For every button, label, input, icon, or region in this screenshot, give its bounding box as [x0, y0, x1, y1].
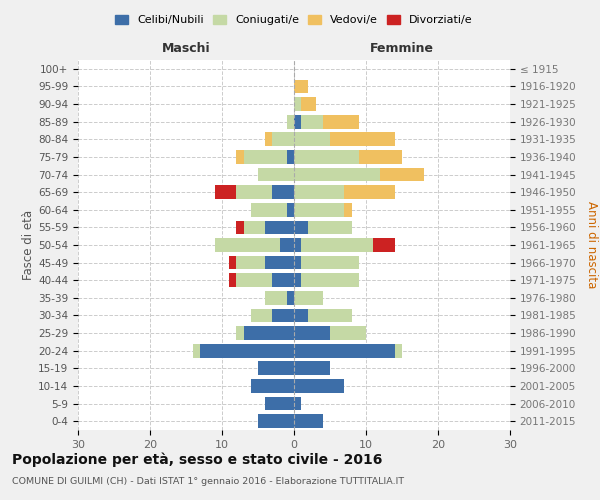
Bar: [294, 326, 330, 340]
Bar: [294, 238, 301, 252]
Bar: [301, 256, 359, 270]
Bar: [294, 150, 359, 164]
Bar: [301, 238, 373, 252]
Bar: [294, 80, 308, 94]
Bar: [244, 326, 294, 340]
Bar: [215, 186, 236, 199]
Bar: [236, 186, 272, 199]
Bar: [193, 344, 200, 358]
Bar: [294, 379, 344, 393]
Bar: [294, 115, 301, 128]
Bar: [265, 132, 272, 146]
Bar: [265, 256, 294, 270]
Bar: [294, 97, 301, 111]
Bar: [287, 150, 294, 164]
Bar: [258, 362, 294, 375]
Bar: [294, 344, 395, 358]
Bar: [294, 396, 301, 410]
Bar: [251, 308, 272, 322]
Bar: [294, 168, 380, 181]
Bar: [301, 274, 359, 287]
Bar: [200, 344, 294, 358]
Bar: [294, 186, 344, 199]
Bar: [265, 291, 287, 304]
Y-axis label: Fasce di età: Fasce di età: [22, 210, 35, 280]
Bar: [373, 238, 395, 252]
Bar: [308, 220, 352, 234]
Text: Popolazione per età, sesso e stato civile - 2016: Popolazione per età, sesso e stato civil…: [12, 452, 382, 467]
Bar: [215, 238, 280, 252]
Bar: [265, 396, 294, 410]
Bar: [280, 238, 294, 252]
Bar: [272, 274, 294, 287]
Bar: [330, 326, 366, 340]
Bar: [272, 186, 294, 199]
Bar: [294, 308, 308, 322]
Bar: [294, 132, 330, 146]
Bar: [244, 150, 287, 164]
Bar: [265, 220, 294, 234]
Bar: [294, 414, 323, 428]
Bar: [359, 150, 402, 164]
Bar: [236, 256, 265, 270]
Bar: [294, 203, 344, 216]
Bar: [258, 414, 294, 428]
Text: COMUNE DI GUILMI (CH) - Dati ISTAT 1° gennaio 2016 - Elaborazione TUTTITALIA.IT: COMUNE DI GUILMI (CH) - Dati ISTAT 1° ge…: [12, 478, 404, 486]
Bar: [294, 220, 308, 234]
Text: Femmine: Femmine: [370, 42, 434, 54]
Bar: [344, 203, 352, 216]
Bar: [258, 168, 294, 181]
Bar: [301, 115, 323, 128]
Bar: [236, 274, 272, 287]
Bar: [236, 150, 244, 164]
Bar: [287, 291, 294, 304]
Legend: Celibi/Nubili, Coniugati/e, Vedovi/e, Divorziati/e: Celibi/Nubili, Coniugati/e, Vedovi/e, Di…: [111, 10, 477, 29]
Bar: [287, 115, 294, 128]
Bar: [294, 362, 330, 375]
Bar: [323, 115, 359, 128]
Bar: [251, 203, 287, 216]
Bar: [294, 274, 301, 287]
Bar: [229, 256, 236, 270]
Bar: [229, 274, 236, 287]
Bar: [244, 220, 265, 234]
Bar: [380, 168, 424, 181]
Bar: [272, 308, 294, 322]
Bar: [236, 326, 244, 340]
Bar: [308, 308, 352, 322]
Text: Maschi: Maschi: [161, 42, 211, 54]
Bar: [294, 291, 323, 304]
Bar: [251, 379, 294, 393]
Bar: [287, 203, 294, 216]
Bar: [395, 344, 402, 358]
Bar: [344, 186, 395, 199]
Bar: [330, 132, 395, 146]
Y-axis label: Anni di nascita: Anni di nascita: [585, 202, 598, 288]
Bar: [236, 220, 244, 234]
Bar: [301, 97, 316, 111]
Bar: [294, 256, 301, 270]
Bar: [272, 132, 294, 146]
